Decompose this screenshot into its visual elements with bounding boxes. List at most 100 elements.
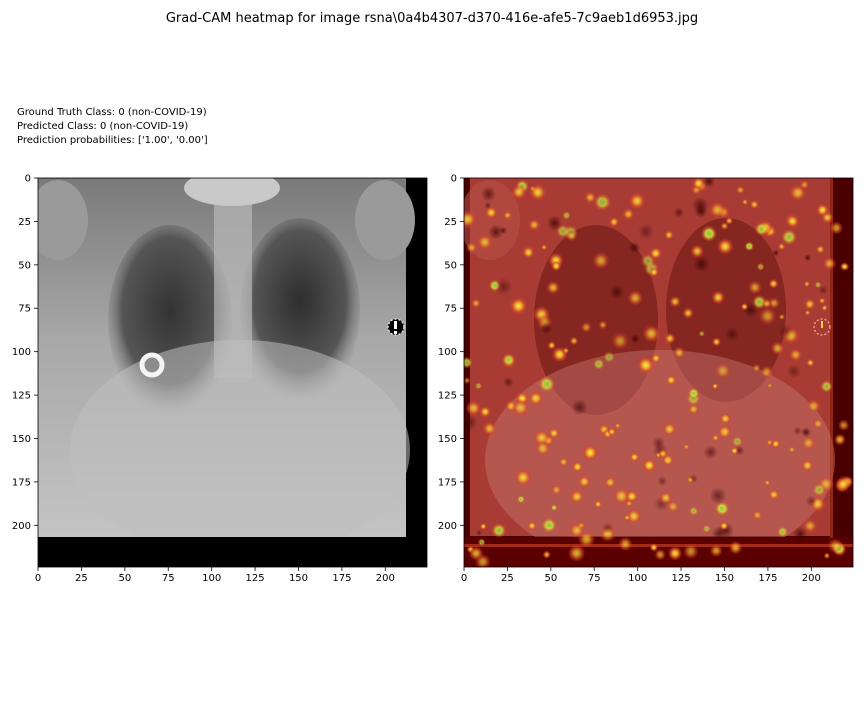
heat-spot <box>816 203 829 217</box>
heat-spot <box>786 364 801 379</box>
heat-spot <box>667 546 683 561</box>
heat-spot <box>719 412 732 425</box>
heat-spot <box>562 347 570 354</box>
left-axes-frame <box>37 177 428 568</box>
heat-spot <box>534 440 551 457</box>
heat-spot <box>527 521 537 531</box>
heatmap-hotspots <box>464 178 853 567</box>
x-tick-label: 0 <box>461 573 467 584</box>
x-tick-label: 0 <box>35 573 41 584</box>
heat-spot <box>717 424 733 440</box>
prediction-info: Ground Truth Class: 0 (non-COVID-19) Pre… <box>17 106 208 148</box>
heat-spot <box>744 241 755 252</box>
x-tick-label: 75 <box>162 573 175 584</box>
y-tick-label: 125 <box>12 391 31 402</box>
heat-spot <box>702 178 715 188</box>
heat-spot <box>719 521 729 531</box>
heat-spot <box>593 193 612 211</box>
heat-spot <box>584 191 597 204</box>
heat-spot <box>494 277 513 296</box>
heat-spot <box>636 356 655 375</box>
y-tick-label: 0 <box>25 174 31 185</box>
heat-spot <box>688 474 698 484</box>
heat-spot <box>630 334 640 344</box>
y-tick-label: 150 <box>438 434 457 445</box>
heat-spot <box>827 538 843 554</box>
heat-spot <box>566 230 578 242</box>
heat-spot <box>546 215 563 231</box>
heat-spot <box>594 500 603 509</box>
x-tick-label: 200 <box>376 573 395 584</box>
heat-spot <box>829 221 844 235</box>
heat-spot <box>638 223 655 240</box>
heat-spot <box>625 499 633 508</box>
heat-spot <box>805 495 817 507</box>
heat-spot <box>541 517 557 533</box>
heat-spot <box>754 222 769 237</box>
heat-spot <box>654 548 666 561</box>
x-tick-label: 100 <box>202 573 221 584</box>
x-tick-label: 25 <box>501 573 514 584</box>
heat-spot <box>659 491 673 505</box>
heat-spot <box>464 377 471 384</box>
heat-spot <box>673 207 685 218</box>
heat-spot <box>626 508 642 525</box>
y-tick-label: 200 <box>438 521 457 532</box>
heat-spot <box>720 222 729 230</box>
heat-spot <box>801 459 814 472</box>
heat-spot <box>818 285 829 296</box>
heat-spot <box>592 358 605 371</box>
heat-spot <box>771 439 781 449</box>
y-tick-label: 25 <box>18 217 31 228</box>
y-tick-label: 75 <box>444 304 457 315</box>
heat-spot <box>658 448 668 459</box>
heat-spot <box>479 522 487 530</box>
heat-spot <box>845 469 853 479</box>
heat-spot <box>682 307 694 319</box>
heat-spot <box>542 550 551 559</box>
heat-spot <box>756 262 765 271</box>
x-tick-label: 150 <box>289 573 308 584</box>
heat-spot <box>682 443 690 451</box>
heat-spot <box>736 185 745 195</box>
heat-spot <box>603 476 617 489</box>
heat-spot <box>664 332 676 345</box>
heat-spot <box>528 218 541 232</box>
heat-spot <box>832 515 844 526</box>
heat-spot <box>567 544 586 562</box>
heat-spot <box>823 552 831 559</box>
heat-spot <box>529 183 547 201</box>
prediction-probabilities-label: Prediction probabilities: ['1.00', '0.00… <box>17 135 208 146</box>
heat-spot <box>464 210 477 229</box>
heat-spot <box>511 399 530 417</box>
heat-spot <box>468 546 484 561</box>
heat-spot <box>768 488 780 501</box>
figure-title: Grad-CAM heatmap for image rsna\0a4b4307… <box>165 11 699 26</box>
heat-spot <box>652 436 665 450</box>
heat-spot <box>611 332 629 350</box>
heat-spot <box>812 483 826 497</box>
heat-spot <box>834 433 846 446</box>
heat-spot <box>546 280 560 295</box>
heat-spot <box>503 376 514 388</box>
heat-spot <box>540 322 553 335</box>
heat-spot <box>482 421 497 436</box>
heat-spot <box>752 363 761 373</box>
heat-spot <box>649 267 659 278</box>
heat-spot <box>821 304 828 312</box>
heat-spot <box>766 382 773 389</box>
heat-spot <box>642 324 661 343</box>
heat-spot <box>709 544 723 558</box>
heat-spot <box>708 201 726 219</box>
x-tick-label: 200 <box>802 573 821 584</box>
heat-spot <box>657 476 668 487</box>
heat-spot <box>725 216 734 225</box>
heat-spot <box>548 427 560 439</box>
heat-spot <box>627 290 644 306</box>
heat-spot <box>793 426 803 436</box>
heat-spot <box>778 324 795 340</box>
heat-spot <box>692 178 705 190</box>
heat-spot <box>768 278 779 289</box>
heat-spot <box>759 365 774 379</box>
